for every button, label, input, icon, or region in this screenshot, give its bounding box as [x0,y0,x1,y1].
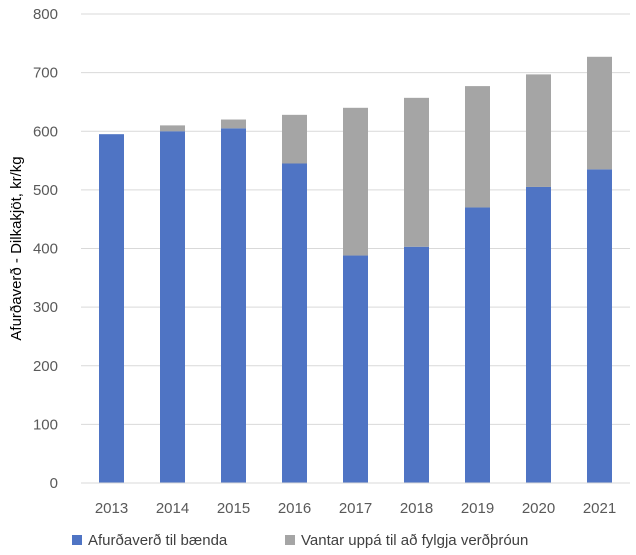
x-tick-label: 2017 [339,500,372,517]
bar-vantar-2014 [160,125,185,132]
bar-afurdaverd-2016 [282,163,307,483]
x-axis-ticks: 2013 2014 2015 2016 2017 2018 2019 2020 2021 [95,500,616,517]
bar-afurdaverd-2021 [587,169,612,483]
x-tick-label: 2015 [217,500,250,517]
x-tick-label: 2016 [278,500,311,517]
bar-afurdaverd-2017 [343,255,368,483]
x-tick-label: 2013 [95,500,128,517]
bar-afurdaverd-2014 [160,131,185,483]
bar-afurdaverd-2019 [465,207,490,483]
legend-swatch-afurdaverd [72,535,82,545]
legend: Afurðaverð til bænda Vantar uppá til að f… [72,532,528,549]
y-tick-label: 400 [33,241,58,258]
bar-vantar-2020 [526,74,551,187]
legend-swatch-vantar [285,535,295,545]
bar-vantar-2015 [221,119,246,129]
y-tick-label: 300 [33,299,58,316]
y-tick-label: 0 [50,475,58,492]
legend-label-afurdaverd: Afurðaverð til bænda [88,532,228,549]
y-axis-ticks: 0 100 200 300 400 500 600 700 800 [33,6,58,492]
y-tick-label: 100 [33,416,58,433]
bar-afurdaverd-2020 [526,186,551,483]
legend-label-vantar: Vantar uppá til að fylgja verðþróun [301,532,528,549]
y-tick-label: 700 [33,65,58,82]
y-tick-label: 500 [33,182,58,199]
bar-afurdaverd-2015 [221,128,246,483]
bars [99,56,612,483]
x-tick-label: 2019 [461,500,494,517]
bar-vantar-2018 [404,97,429,247]
bar-vantar-2019 [465,86,490,208]
bar-afurdaverd-2013 [99,134,124,483]
x-tick-label: 2014 [156,500,189,517]
x-tick-label: 2018 [400,500,433,517]
y-axis-label: Afurðaverð - Dilkakjöt, kr/kg [8,156,25,340]
bar-afurdaverd-2018 [404,246,429,483]
y-tick-label: 200 [33,358,58,375]
bar-vantar-2016 [282,114,307,164]
y-tick-label: 800 [33,6,58,23]
x-tick-label: 2020 [522,500,555,517]
y-tick-label: 600 [33,123,58,140]
bar-vantar-2017 [343,107,368,256]
x-tick-label: 2021 [583,500,616,517]
bar-vantar-2021 [587,56,612,170]
